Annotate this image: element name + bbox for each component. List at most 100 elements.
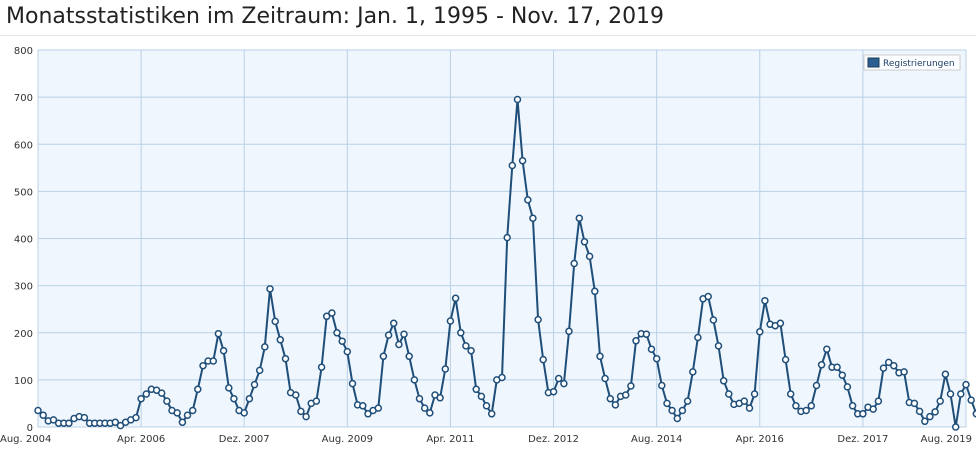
legend: Registrierungen [863, 54, 961, 71]
data-point [39, 411, 47, 419]
data-point [111, 418, 120, 427]
data-point [931, 408, 939, 416]
legend-swatch [867, 57, 880, 68]
data-point [812, 381, 821, 390]
data-point [838, 371, 847, 379]
data-point [487, 410, 496, 418]
data-point [957, 390, 965, 398]
data-point [173, 409, 181, 417]
data-point [869, 405, 877, 413]
data-point [49, 416, 58, 424]
data-point [658, 381, 666, 390]
data-point [921, 417, 929, 426]
data-point [395, 340, 403, 349]
data-point [498, 373, 506, 382]
data-point [379, 352, 388, 361]
data-point [209, 357, 218, 365]
y-axis: 0 100 200 300 400 500 600 700 800 [14, 46, 33, 434]
data-point [792, 402, 800, 410]
data-point [823, 345, 831, 353]
data-point [890, 361, 898, 370]
data-point [457, 329, 465, 337]
data-point [80, 413, 89, 422]
data-point [317, 363, 326, 371]
data-point [817, 361, 826, 369]
data-point [689, 368, 697, 376]
data-point [756, 328, 764, 336]
data-point [745, 404, 754, 412]
grid [38, 49, 966, 428]
title-divider [0, 35, 976, 36]
data-point [740, 397, 749, 405]
data-point [462, 342, 470, 350]
data-point [389, 319, 398, 328]
y-tick-label: 800 [14, 46, 33, 57]
data-point [946, 390, 955, 398]
legend-label: Registrierungen [883, 59, 955, 69]
data-point [34, 406, 42, 415]
data-point [302, 412, 310, 421]
data-point [725, 390, 733, 398]
x-tick-label: Aug. 2004 [0, 434, 51, 445]
data-point [910, 399, 919, 408]
data-point [879, 364, 888, 372]
x-tick-label: Dez. 2017 [837, 434, 888, 445]
data-point [312, 397, 321, 405]
data-point [750, 390, 759, 398]
data-point [967, 396, 975, 404]
data-point [580, 238, 589, 246]
data-point [972, 410, 976, 418]
data-point [384, 331, 393, 339]
data-point [250, 380, 259, 389]
data-point [359, 402, 367, 410]
data-point [848, 402, 857, 410]
data-point [482, 402, 491, 410]
data-point [271, 317, 279, 326]
data-point [709, 316, 718, 324]
data-point [178, 418, 187, 427]
data-point [926, 412, 934, 421]
data-point [405, 352, 413, 361]
data-point [534, 315, 542, 324]
data-point [833, 363, 841, 371]
data-point [338, 337, 346, 345]
data-point [663, 399, 671, 408]
data-point [199, 361, 207, 370]
data-point [601, 374, 609, 383]
y-tick-label: 300 [14, 282, 33, 293]
x-tick-label: Aug. 2014 [631, 434, 682, 445]
data-point [225, 384, 233, 392]
data-point [446, 317, 455, 325]
data-point [467, 346, 475, 355]
data-point [719, 377, 728, 385]
data-point [668, 406, 676, 415]
y-tick-label: 200 [14, 329, 33, 340]
data-point [673, 414, 682, 423]
data-point [451, 294, 460, 303]
data-point [874, 397, 883, 405]
data-point [647, 345, 656, 353]
y-tick-label: 0 [27, 423, 33, 434]
data-point [596, 352, 604, 361]
data-point [441, 365, 450, 373]
data-point [560, 379, 568, 388]
x-tick-label: Dez. 2012 [528, 434, 579, 445]
data-point [410, 376, 419, 384]
data-point [116, 421, 125, 430]
data-point [652, 354, 661, 363]
y-tick-label: 600 [14, 140, 33, 151]
data-point [245, 394, 254, 403]
data-point [240, 409, 248, 417]
x-tick-label: Dez. 2007 [219, 434, 270, 445]
series-line [37, 98, 976, 428]
data-point [591, 287, 599, 296]
data-point [776, 319, 785, 328]
data-point [266, 285, 274, 293]
data-point [183, 411, 192, 419]
line-chart: 0 100 200 300 400 500 600 700 800 Aug. 2004 Apr. … [0, 46, 976, 445]
data-point [781, 355, 790, 364]
data-point [420, 404, 429, 412]
data-point [962, 380, 970, 389]
data-point [683, 397, 692, 405]
data-point [333, 329, 341, 337]
